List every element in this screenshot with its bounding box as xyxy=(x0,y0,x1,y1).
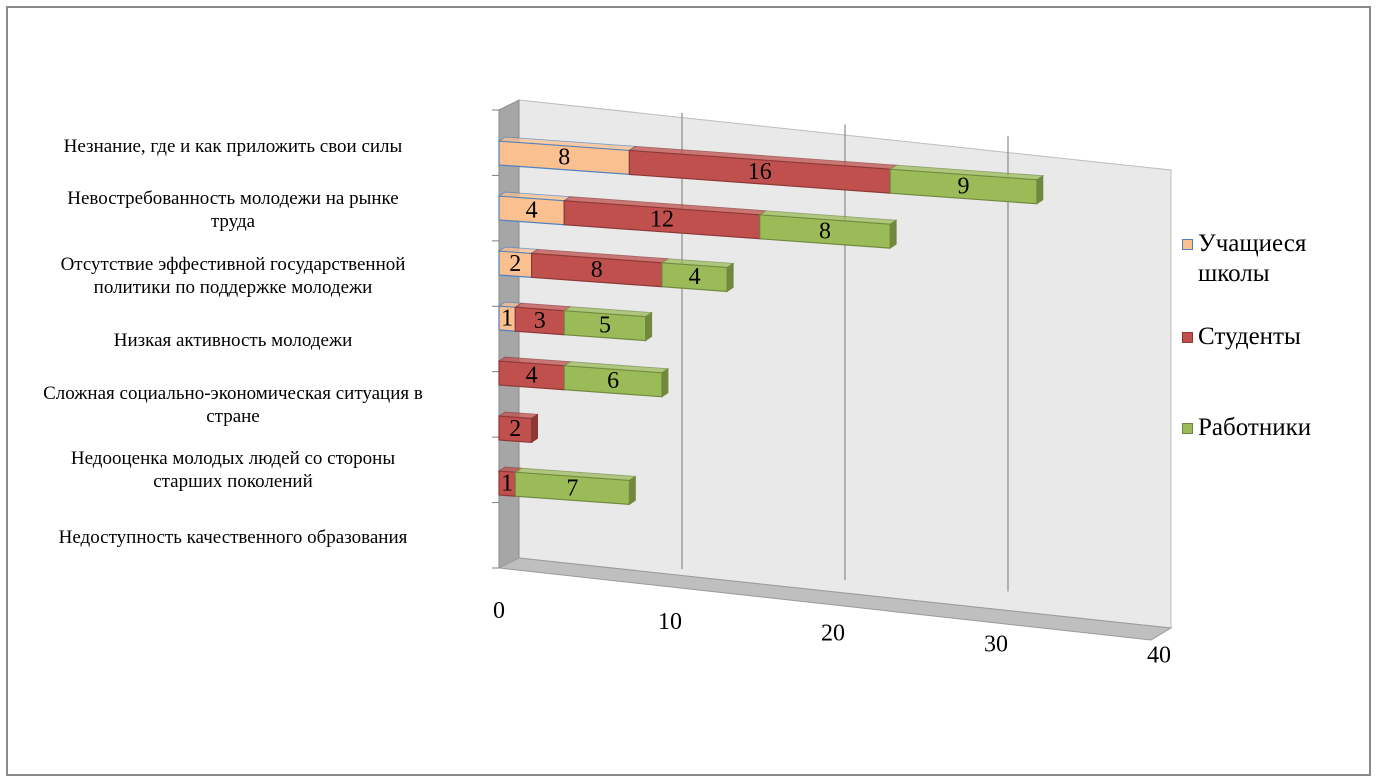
category-label-line: Низкая активность молодежи xyxy=(113,329,353,351)
data-label: 8 xyxy=(591,257,603,283)
floor xyxy=(497,557,1173,641)
legend-swatch-pupils xyxy=(1182,239,1193,250)
data-label: 4 xyxy=(526,362,538,388)
data-label: 6 xyxy=(607,368,619,394)
bar-end xyxy=(629,475,636,506)
x-tick-label: 20 xyxy=(821,620,845,646)
data-label: 8 xyxy=(558,145,570,171)
data-label: 5 xyxy=(599,313,611,339)
category-label: Незнание, где и как приложить свои силы xyxy=(0,135,473,158)
category-label: Недооценка молодых людей со стороны старш… xyxy=(0,447,473,493)
bar-end xyxy=(645,311,653,342)
category-label: Низкая активность молодежи xyxy=(0,329,473,352)
data-label: 4 xyxy=(689,264,701,290)
data-label: 3 xyxy=(534,308,546,334)
legend-swatch-workers xyxy=(1182,423,1193,434)
data-label: 8 xyxy=(819,218,831,244)
bar-end xyxy=(661,367,669,398)
data-label: 4 xyxy=(526,197,538,223)
legend-label: Учащиеся xyxy=(1198,230,1307,257)
category-label: Недоступность качественного образования xyxy=(0,526,473,549)
bar-end xyxy=(889,219,897,249)
category-label-line: политики по поддержке молодежи xyxy=(93,277,373,298)
x-tick-label: 30 xyxy=(984,631,1008,657)
legend-label: Работники xyxy=(1198,414,1312,441)
category-label-line: Отсутствие эффестивной государственной xyxy=(60,254,406,275)
legend-item-workers[interactable]: Работники xyxy=(1182,413,1312,443)
category-label-line: стране xyxy=(206,406,260,427)
category-label-line: труда xyxy=(210,211,256,232)
data-label: 16 xyxy=(748,159,772,185)
category-label: Отсутствие эффестивной государственной по… xyxy=(0,253,473,299)
category-label-line: старших поколений xyxy=(153,471,313,492)
data-label: 1 xyxy=(501,306,513,332)
x-tick-label: 40 xyxy=(1147,643,1171,669)
x-tick-label: 0 xyxy=(493,598,505,624)
data-label: 9 xyxy=(958,173,970,199)
data-label: 12 xyxy=(650,207,674,233)
legend-swatch-students xyxy=(1182,332,1193,343)
bar-end xyxy=(726,262,734,293)
category-label-line: Сложная социально-экономическая ситуация… xyxy=(43,383,423,404)
legend-label: Студенты xyxy=(1198,323,1301,350)
legend-item-pupils[interactable]: Учащиеся школы xyxy=(1182,229,1307,289)
data-label: 7 xyxy=(566,475,578,501)
category-label-line: Недооценка молодых людей со стороны xyxy=(70,448,396,469)
side-wall xyxy=(498,99,520,569)
category-label-line: Невостребованность молодежи на рынке xyxy=(67,188,399,209)
data-label: 2 xyxy=(509,251,521,277)
category-label: Невостребованность молодежи на рынке труд… xyxy=(0,187,473,233)
legend-item-students[interactable]: Студенты xyxy=(1182,322,1301,352)
bar-end xyxy=(531,413,538,444)
data-label: 2 xyxy=(509,416,521,442)
data-label: 1 xyxy=(501,471,513,497)
legend-label: школы xyxy=(1198,260,1270,287)
bar-end xyxy=(1036,174,1044,205)
category-label-line: Недоступность качественного образования xyxy=(58,526,408,548)
x-tick-label: 10 xyxy=(658,609,682,635)
category-label: Сложная социально-экономическая ситуация… xyxy=(0,382,473,428)
category-label-line: Незнание, где и как приложить свои силы xyxy=(63,135,403,157)
